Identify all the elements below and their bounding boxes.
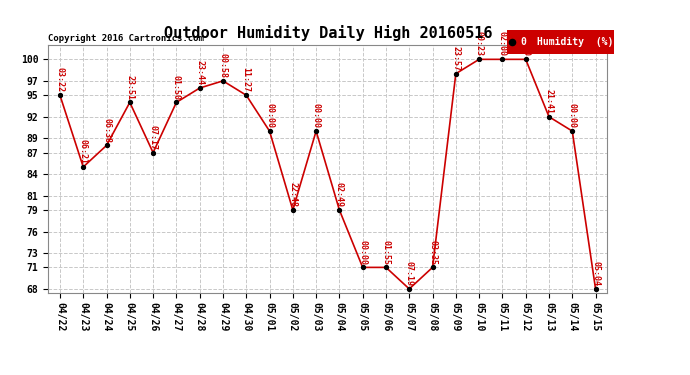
Point xyxy=(404,286,415,292)
Text: 07:17: 07:17 xyxy=(148,125,157,150)
Text: 23:57: 23:57 xyxy=(451,46,460,71)
Point xyxy=(148,150,159,156)
Text: 00:00: 00:00 xyxy=(312,103,321,128)
Text: 00:00: 00:00 xyxy=(265,103,274,128)
Point xyxy=(427,264,438,270)
Text: 02:49: 02:49 xyxy=(335,182,344,207)
Text: 22:48: 22:48 xyxy=(288,182,297,207)
Text: 02:00: 02:00 xyxy=(498,32,507,57)
Point xyxy=(171,99,182,105)
Text: 06:38: 06:38 xyxy=(102,118,111,142)
Point xyxy=(55,92,66,98)
Point xyxy=(590,286,601,292)
Text: 23:44: 23:44 xyxy=(195,60,204,85)
Text: 21:41: 21:41 xyxy=(544,89,553,114)
Text: Humidity  (%): Humidity (%) xyxy=(537,37,613,47)
Point xyxy=(287,207,298,213)
Point xyxy=(217,78,228,84)
Text: 23:51: 23:51 xyxy=(126,75,135,99)
Point xyxy=(520,56,531,62)
Point xyxy=(264,128,275,134)
Text: 00:00: 00:00 xyxy=(521,32,530,57)
Text: 0: 0 xyxy=(520,37,526,47)
Point xyxy=(497,56,508,62)
Text: 05:04: 05:04 xyxy=(591,261,600,286)
Text: 06:21: 06:21 xyxy=(79,139,88,164)
Text: 07:19: 07:19 xyxy=(405,261,414,286)
Point xyxy=(241,92,252,98)
Point xyxy=(334,207,345,213)
Point xyxy=(78,164,89,170)
Point xyxy=(101,142,112,148)
Point xyxy=(507,39,518,45)
Text: 00:23: 00:23 xyxy=(475,32,484,57)
Text: 03:22: 03:22 xyxy=(55,68,64,92)
Text: Copyright 2016 Cartronics.com: Copyright 2016 Cartronics.com xyxy=(48,33,204,42)
Point xyxy=(451,71,462,77)
Point xyxy=(544,114,555,120)
Text: 01:50: 01:50 xyxy=(172,75,181,99)
Point xyxy=(310,128,322,134)
Point xyxy=(380,264,391,270)
Point xyxy=(194,85,205,91)
Text: 01:55: 01:55 xyxy=(382,240,391,264)
Point xyxy=(473,56,484,62)
Text: 00:58: 00:58 xyxy=(219,53,228,78)
Text: 11:27: 11:27 xyxy=(241,68,250,92)
Title: Outdoor Humidity Daily High 20160516: Outdoor Humidity Daily High 20160516 xyxy=(164,25,492,41)
Text: 00:00: 00:00 xyxy=(358,240,367,264)
Text: 03:35: 03:35 xyxy=(428,240,437,264)
Text: 00:00: 00:00 xyxy=(568,103,577,128)
Point xyxy=(357,264,368,270)
Point xyxy=(566,128,578,134)
Point xyxy=(124,99,135,105)
